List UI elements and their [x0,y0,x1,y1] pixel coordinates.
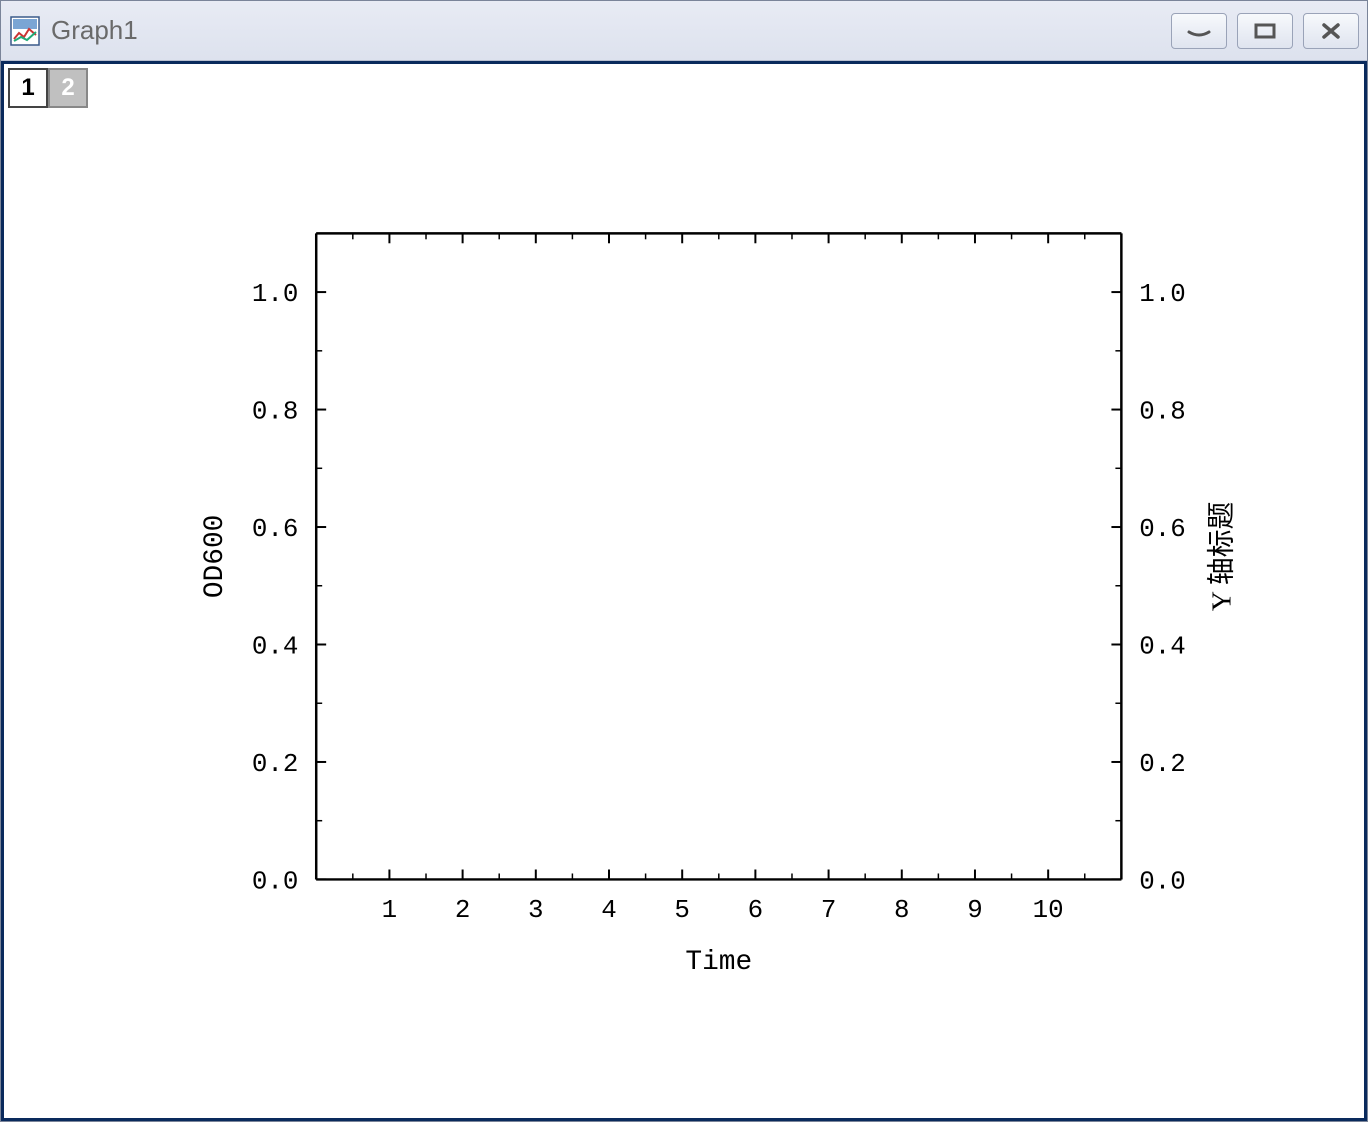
svg-text:6: 6 [748,895,764,925]
svg-text:OD600: OD600 [200,515,231,599]
svg-text:1.0: 1.0 [1139,279,1186,309]
svg-text:0.2: 0.2 [1139,749,1186,779]
svg-text:0.0: 0.0 [1139,866,1186,896]
svg-text:0.4: 0.4 [1139,631,1186,661]
svg-text:Time: Time [685,947,752,978]
svg-text:3: 3 [528,895,544,925]
layer-tabs: 1 2 [8,68,88,108]
svg-text:9: 9 [967,895,983,925]
chart-area[interactable]: 1 2 3 4 5 6 7 8 9 10 Time 0.0 0.2 0.4 0.6 0.8 1.0 OD600 0.… [4,124,1364,1118]
minimize-button[interactable] [1171,13,1227,49]
svg-text:0.6: 0.6 [252,514,299,544]
svg-text:4: 4 [601,895,617,925]
svg-text:1.0: 1.0 [252,279,299,309]
svg-text:0.8: 0.8 [252,396,299,426]
graph-window: Graph1 1 2 12345678910Time0.00.20.40.60.… [0,0,1368,1122]
svg-text:0.4: 0.4 [252,631,299,661]
maximize-button[interactable] [1237,13,1293,49]
svg-text:5: 5 [674,895,690,925]
svg-text:8: 8 [894,895,910,925]
layer-tab-1[interactable]: 1 [8,68,48,108]
window-controls [1171,13,1359,49]
svg-text:Y 轴标题: Y 轴标题 [1207,502,1238,612]
titlebar[interactable]: Graph1 [1,1,1367,61]
close-button[interactable] [1303,13,1359,49]
svg-text:10: 10 [1033,895,1064,925]
svg-text:0.2: 0.2 [252,749,299,779]
svg-text:2: 2 [455,895,471,925]
svg-text:0.6: 0.6 [1139,514,1186,544]
svg-text:0.0: 0.0 [252,866,299,896]
app-icon [9,15,41,47]
chart-svg: 1 2 3 4 5 6 7 8 9 10 Time 0.0 0.2 0.4 0.6 0.8 1.0 OD600 0.… [4,124,1364,1118]
window-title: Graph1 [51,15,1171,46]
layer-tab-2[interactable]: 2 [48,68,88,108]
graph-content: 1 2 12345678910Time0.00.20.40.60.81.0OD6… [1,61,1367,1121]
svg-text:7: 7 [821,895,837,925]
svg-text:0.8: 0.8 [1139,396,1186,426]
svg-text:1: 1 [382,895,398,925]
